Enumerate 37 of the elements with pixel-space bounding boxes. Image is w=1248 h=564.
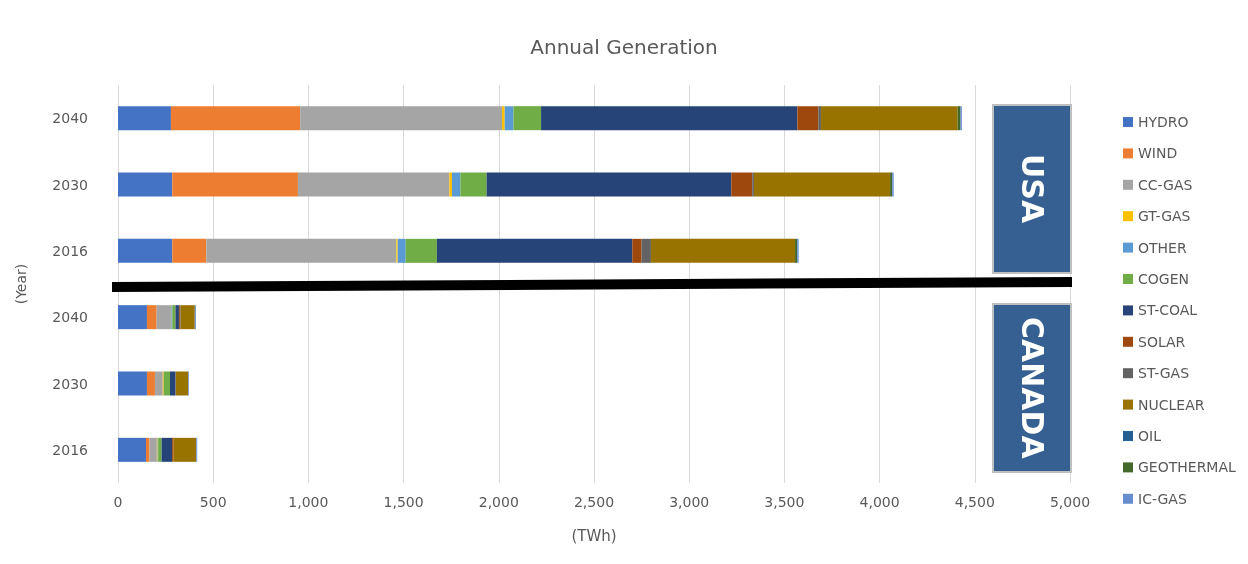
legend-label: NUCLEAR	[1138, 396, 1205, 413]
x-tick-label: 5,000	[1049, 494, 1091, 510]
x-tick-label: 3,000	[669, 494, 710, 510]
legend-label: COGEN	[1138, 271, 1189, 287]
y-tick-label: 2040	[52, 110, 88, 127]
legend-label: OIL	[1138, 428, 1162, 444]
x-tick-label: 4,000	[859, 494, 900, 510]
y-tick-label: 2030	[52, 375, 88, 392]
legend-label: IC-GAS	[1138, 490, 1187, 507]
label-panel: USA	[992, 103, 1072, 275]
y-tick-label: 2016	[52, 441, 89, 458]
y-tick-label: 2040	[52, 309, 88, 326]
annotation: CANADA	[1014, 316, 1050, 459]
legend-label: ST-COAL	[1138, 302, 1198, 319]
y-axis-title: (Year)	[13, 263, 29, 305]
y-tick-label: 2030	[52, 176, 88, 193]
x-tick-label: 0	[113, 494, 123, 510]
legend-label: OTHER	[1138, 239, 1187, 256]
legend-label: HYDRO	[1138, 114, 1189, 130]
legend-label: ST-GAS	[1138, 365, 1190, 382]
legend-label: GEOTHERMAL	[1138, 459, 1237, 476]
x-tick-label: 3,500	[764, 494, 805, 510]
x-tick-label: 2,500	[573, 494, 615, 510]
legend-label: CC-GAS	[1138, 176, 1193, 193]
annotation: USA	[1014, 154, 1050, 224]
y-tick-label: 2016	[52, 242, 89, 259]
legend-label: WIND	[1138, 145, 1178, 162]
legend-label: GT-GAS	[1138, 208, 1191, 225]
x-tick-label: 4,500	[954, 494, 995, 510]
chart-title: Annual Generation	[530, 35, 718, 59]
x-tick-label: 2,000	[478, 494, 519, 510]
label-panel: CANADA	[992, 302, 1072, 474]
x-axis-title: (TWh)	[571, 526, 617, 545]
x-tick-label: 1,500	[383, 494, 424, 510]
x-tick-label: 500	[199, 494, 227, 510]
x-tick-label: 1,000	[288, 494, 329, 510]
legend-label: SOLAR	[1138, 333, 1186, 350]
